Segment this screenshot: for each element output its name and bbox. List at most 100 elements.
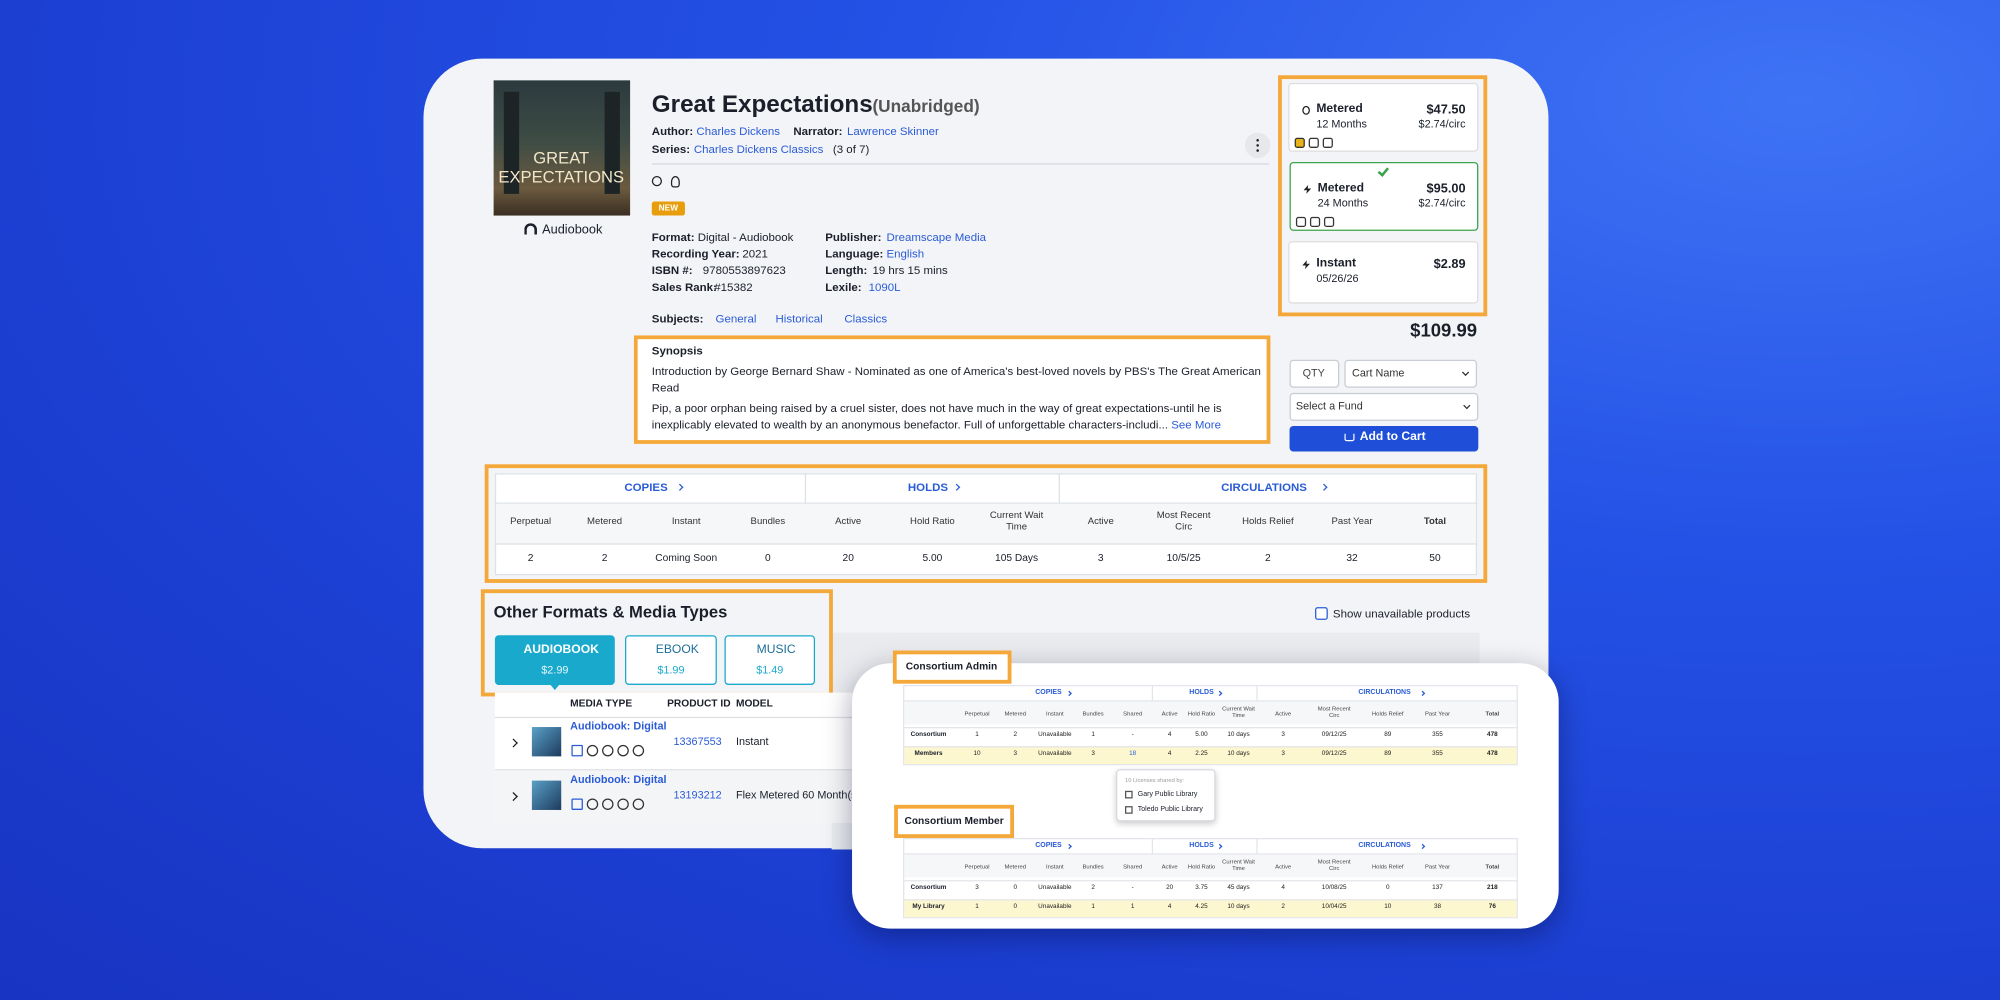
format-tab-name: MUSIC (756, 643, 796, 658)
format-icon (586, 744, 599, 757)
detail-label: Format: (651, 230, 695, 244)
product-id-link[interactable]: 13367553 (673, 734, 722, 748)
headphone-icon (524, 223, 537, 235)
subject-link[interactable]: Historical (775, 311, 823, 325)
group-header[interactable]: CIRCULATIONS (1358, 841, 1411, 850)
cell: - (1131, 730, 1134, 739)
media-type-link[interactable]: Audiobook: Digital (570, 772, 667, 786)
subject-link[interactable]: Classics (844, 311, 888, 325)
column-header: Total (1485, 862, 1500, 870)
admin-label-box (892, 650, 1012, 684)
row-divider (903, 853, 1518, 855)
format-icon (1294, 137, 1305, 148)
detail-label: Language: (825, 246, 884, 260)
detail-label: Lexile: (825, 280, 862, 293)
column-header: Active (1161, 862, 1178, 870)
idea-icon[interactable] (670, 176, 680, 188)
format-icon (632, 798, 645, 810)
option-term: 24 Months (1317, 196, 1369, 210)
cell: 3 (975, 883, 979, 892)
cell: 2.25 (1195, 749, 1208, 758)
column-header: Past Year (1424, 709, 1451, 717)
stats-group-header[interactable]: HOLDS (907, 480, 949, 494)
series-link[interactable]: Charles Dickens Classics (693, 142, 824, 156)
cell: 4 (1167, 730, 1172, 739)
add-to-cart-label: Add to Cart (1359, 430, 1426, 445)
detail-value[interactable]: English (886, 246, 925, 260)
detail-label: Recording Year: (651, 246, 740, 260)
checkbox[interactable] (1315, 607, 1328, 620)
refresh-icon (1302, 105, 1310, 115)
stats-cell: 2 (1265, 552, 1271, 565)
cell: 0 (1385, 883, 1390, 892)
divider (651, 163, 1270, 165)
media-type-link[interactable]: Audiobook: Digital (570, 719, 667, 733)
narrator-link[interactable]: Lawrence Skinner (846, 124, 939, 138)
cell: 10 (1384, 903, 1392, 911)
cell: 137 (1432, 883, 1443, 892)
stats-group-header[interactable]: CIRCULATIONS (1221, 480, 1307, 494)
stats-column-header: Active (835, 515, 862, 527)
column-header: Active (1275, 709, 1292, 717)
list-column-header: MODEL (735, 697, 773, 710)
stats-column-header: Metered (587, 515, 623, 527)
pricing-option[interactable] (1289, 161, 1479, 231)
column-header: Current Wait Time (1222, 705, 1255, 719)
series-position: (3 of 7) (832, 142, 870, 156)
bolt-icon (1303, 184, 1312, 194)
cell: 478 (1487, 749, 1498, 758)
thumbnail (531, 727, 562, 757)
pricing-option[interactable] (1288, 82, 1479, 152)
synopsis-bg (637, 339, 1267, 441)
format-icon (617, 798, 629, 810)
row-label: My Library (912, 903, 945, 911)
cell: 89 (1384, 749, 1392, 758)
search-icon[interactable] (651, 176, 662, 187)
row-divider (903, 726, 1518, 728)
show-unavailable-label[interactable]: Show unavailable products (1332, 606, 1471, 620)
cell: 4.25 (1195, 903, 1208, 911)
cell: 5.00 (1195, 730, 1208, 739)
header-bg (904, 701, 1517, 725)
stats-group-header[interactable]: COPIES (624, 480, 668, 494)
author-link[interactable]: Charles Dickens (696, 124, 781, 138)
group-header[interactable]: HOLDS (1189, 688, 1214, 697)
subject-link[interactable]: General (715, 311, 757, 325)
format-tab[interactable] (724, 635, 816, 685)
detail-value: Digital - Audiobook (697, 230, 794, 244)
detail-value[interactable]: 1090L (868, 280, 901, 293)
cell: 18 (1129, 749, 1137, 758)
fund-select[interactable] (1289, 392, 1479, 421)
column-header: Holds Relief (1371, 862, 1404, 870)
column-header: Hold Ratio (1187, 709, 1216, 717)
detail-value[interactable]: Dreamscape Media (886, 230, 987, 244)
stats-cell: 32 (1346, 552, 1358, 565)
see-more-link[interactable]: See More (1171, 417, 1222, 431)
format-tab[interactable] (624, 635, 717, 685)
group-header[interactable]: CIRCULATIONS (1358, 688, 1411, 697)
group-header[interactable]: COPIES (1035, 841, 1062, 850)
pricing-option[interactable] (1288, 241, 1479, 304)
library-icon (1124, 790, 1133, 799)
format-tab-price: $1.49 (756, 663, 784, 676)
qty-placeholder: QTY (1302, 365, 1325, 379)
cart-select[interactable] (1344, 359, 1478, 388)
qty-input[interactable] (1289, 359, 1340, 388)
synopsis-text: Pip, a poor orphan being raised by a cru… (651, 401, 1222, 431)
stats-cell: Coming Soon (655, 552, 718, 565)
cell: 38 (1433, 903, 1442, 911)
column-header: Perpetual (964, 709, 990, 717)
format-icon (602, 744, 614, 757)
product-id-link[interactable]: 13193212 (673, 788, 722, 801)
add-to-cart-button[interactable] (1289, 426, 1479, 452)
group-header[interactable]: COPIES (1035, 688, 1062, 697)
row-divider (494, 543, 1478, 545)
model-text: Flex Metered 60 Month(s (735, 788, 857, 801)
cell: 10 days (1227, 730, 1250, 739)
format-icon (1323, 216, 1335, 228)
cell: 09/12/25 (1321, 730, 1347, 739)
menu-dot (1256, 149, 1260, 153)
row-divider (903, 879, 1518, 881)
group-header[interactable]: HOLDS (1189, 841, 1214, 850)
thumbnail (531, 780, 562, 810)
